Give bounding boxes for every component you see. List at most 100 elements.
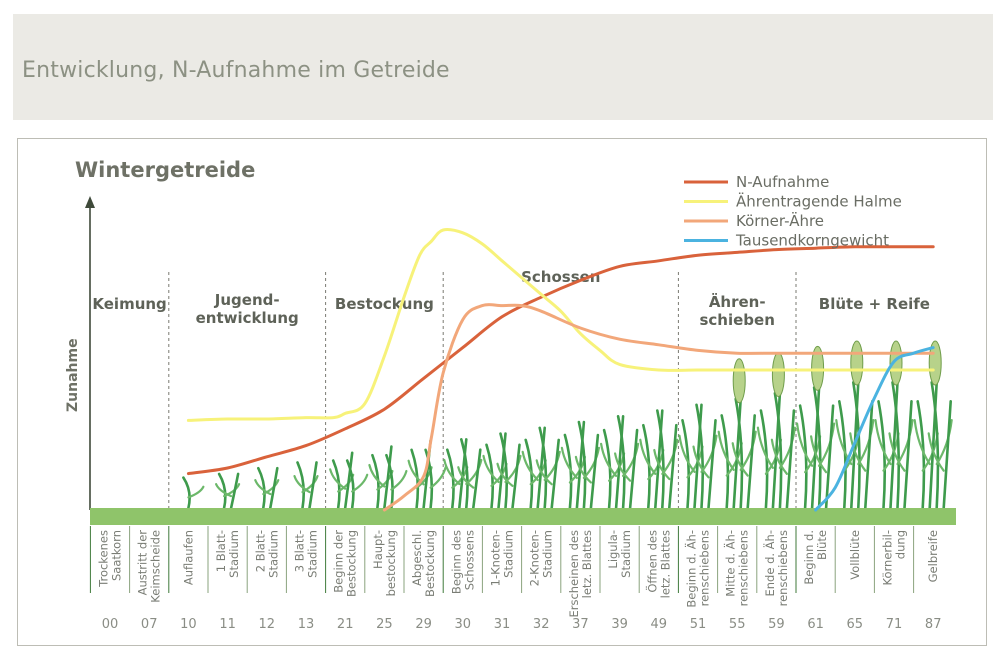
- bbch-code: 71: [886, 617, 903, 632]
- stage-label: Stadium: [541, 530, 555, 578]
- plant-icon: [215, 472, 241, 510]
- plant-icon: [182, 476, 205, 510]
- stage-label: letz. Blattes: [658, 530, 672, 598]
- phase-label: Bestockung: [335, 295, 434, 313]
- bbch-code: 11: [219, 617, 236, 632]
- plant-icon: [407, 439, 447, 510]
- y-axis: Zunahme: [65, 196, 95, 510]
- plant-icon: [913, 340, 953, 510]
- bbch-code: 31: [494, 617, 511, 632]
- plant-icon: [293, 461, 319, 510]
- bbch-code: 37: [572, 617, 589, 632]
- stage-label: Saatkorn: [110, 530, 124, 581]
- bbch-code: 32: [533, 617, 550, 632]
- bbch-code: 49: [651, 617, 668, 632]
- stage-label: Öffnen des: [643, 530, 659, 593]
- stage-label: renschiebens: [776, 530, 790, 606]
- legend-label: N-Aufnahme: [736, 173, 829, 191]
- y-axis-arrow: [85, 196, 95, 208]
- plant-icon: [756, 352, 796, 510]
- stage-label: Körnerbil-: [881, 530, 895, 585]
- stage-label: 2 Blatt-: [253, 530, 267, 572]
- plant-icon: [835, 340, 875, 510]
- legend-label: Körner-Ähre: [736, 211, 824, 230]
- bbch-code: 65: [847, 617, 864, 632]
- y-axis-label: Zunahme: [65, 338, 81, 412]
- bbch-code: 61: [807, 617, 824, 632]
- bbch-code: 12: [259, 617, 276, 632]
- phase-label: entwicklung: [196, 309, 299, 327]
- series-line: [814, 346, 935, 512]
- stage-label: bestockung: [384, 530, 398, 596]
- plant-icon: [874, 340, 914, 510]
- bbch-code: 10: [180, 617, 197, 632]
- series-line: [186, 245, 935, 476]
- stage-label: Blüte: [815, 530, 829, 560]
- bbch-axis: Trockenes Saatkorn 00 Austritt der Keimschei…: [89, 526, 941, 632]
- plant-icon: [254, 466, 280, 510]
- page-title: Entwicklung, N-Aufnahme im Getreide: [22, 58, 450, 83]
- plant-icon: [796, 345, 836, 510]
- plant-icon: [329, 451, 369, 510]
- plant-icon: [521, 426, 561, 510]
- stage-label: Stadium: [619, 530, 633, 578]
- stage-label: Stadium: [266, 530, 280, 578]
- series-line: [186, 228, 935, 422]
- soil-band: [90, 508, 956, 525]
- stage-label: Bestockung: [423, 530, 437, 597]
- plant-illustrations: [182, 340, 953, 510]
- plant-icon: [717, 358, 757, 510]
- bbch-code: 00: [102, 617, 119, 632]
- phase-labels: Keimung Jugend-entwicklungBestockungSchos…: [92, 268, 930, 329]
- stage-label: letz. Blattes: [580, 530, 594, 598]
- phase-label: Ähren-: [709, 292, 766, 311]
- plant-icon: [443, 438, 483, 510]
- stage-label: Beginn des: [449, 530, 463, 594]
- stage-label: 1 Blatt-: [214, 530, 228, 572]
- stage-label: dung: [894, 530, 908, 559]
- plant-icon: [678, 403, 718, 510]
- stage-label: 3 Blatt-: [293, 530, 307, 572]
- stage-label: renschiebens: [698, 530, 712, 606]
- stage-label: Ligula-: [606, 530, 620, 569]
- phase-label: schieben: [699, 311, 774, 329]
- phase-label: Blüte + Reife: [819, 295, 930, 313]
- stage-label: Ende d. Äh-: [762, 530, 777, 597]
- bbch-code: 29: [415, 617, 432, 632]
- plant-icon: [600, 415, 640, 510]
- stage-label: Austritt der: [136, 530, 150, 596]
- phase-label: Keimung: [92, 295, 166, 313]
- stage-label: Bestockung: [345, 530, 359, 597]
- stage-label: Beginn der: [332, 530, 346, 593]
- stage-label: Vollblüte: [848, 530, 862, 580]
- plant-icon: [639, 409, 679, 510]
- stage-label: Stadium: [227, 530, 241, 578]
- chart-frame: [17, 138, 987, 646]
- stage-label: Trockenes: [97, 530, 111, 588]
- stage-label: 1-Knoten-: [489, 530, 503, 586]
- stage-label: Keimscheide: [149, 530, 163, 603]
- bbch-code: 39: [611, 617, 628, 632]
- bbch-code: 59: [768, 617, 785, 632]
- stage-label: Abgeschl.: [410, 530, 424, 586]
- series-line: [382, 303, 935, 512]
- bbch-code: 07: [141, 617, 158, 632]
- legend-label: Tausendkorngewicht: [735, 232, 889, 250]
- title-band: [13, 14, 993, 120]
- bbch-code: 25: [376, 617, 393, 632]
- stage-label: Haupt-: [371, 530, 385, 569]
- stage-label: Beginn d.: [802, 530, 816, 585]
- plant-icon: [560, 420, 600, 510]
- chart-heading: Wintergetreide: [75, 158, 255, 182]
- bbch-code: 13: [298, 617, 315, 632]
- phase-label: Jugend-: [214, 291, 280, 309]
- stage-label: Gelbreife: [926, 530, 940, 582]
- stage-label: renschiebens: [737, 530, 751, 606]
- bbch-code: 55: [729, 617, 746, 632]
- stage-label: 2-Knoten-: [528, 530, 542, 586]
- phase-dividers: [168, 272, 797, 510]
- stage-label: Schossens: [462, 530, 476, 590]
- stage-label: Stadium: [306, 530, 320, 578]
